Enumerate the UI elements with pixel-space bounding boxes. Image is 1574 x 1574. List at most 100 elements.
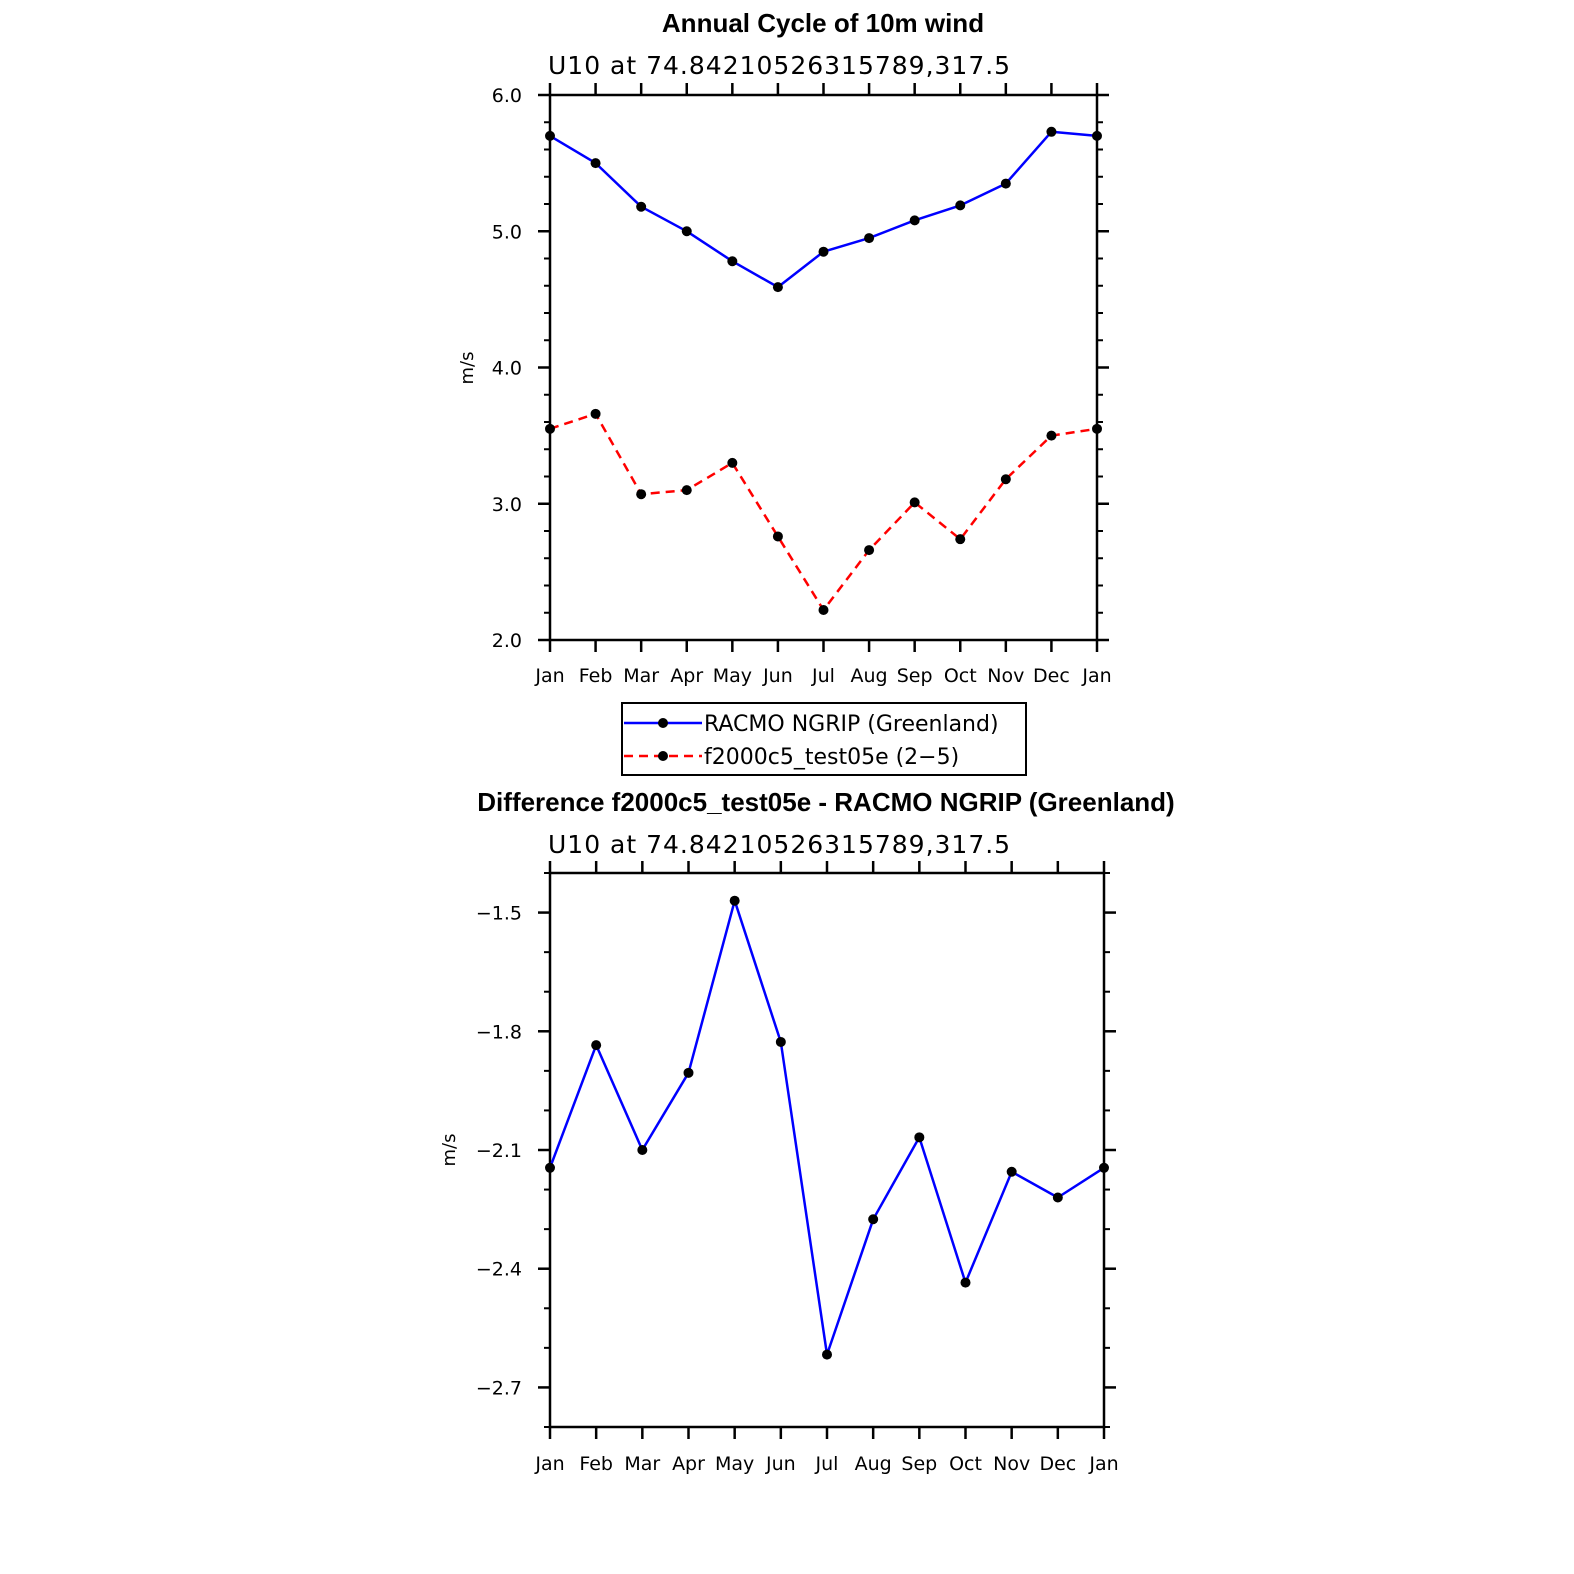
series-lines: [545, 895, 1109, 1360]
x-tick-label: Sep: [901, 1453, 937, 1475]
data-point: [909, 497, 920, 508]
x-tick-label: Feb: [579, 1453, 613, 1475]
data-point: [868, 1214, 879, 1225]
tick-labels: Jan Feb Mar Apr May Jun Jul Aug Sep Oct Nov Dec Jan 2…: [492, 85, 1112, 687]
series-line-0: [549, 130, 1098, 289]
data-point: [681, 485, 692, 496]
legend: RACMO NGRIP (Greenland) f2000c5_test05e …: [621, 702, 1027, 776]
y-tick-label: −1.5: [476, 903, 522, 925]
x-tick-label: May: [715, 1453, 754, 1475]
chart-title: Annual Cycle of 10m wind: [662, 8, 984, 38]
annual-cycle-chart: Annual Cycle of 10m wind U10 at 74.84210…: [457, 8, 1112, 687]
data-point: [545, 1162, 555, 1173]
x-tick-label: Jul: [815, 1453, 839, 1475]
data-point: [914, 1132, 925, 1143]
data-point: [729, 895, 740, 906]
x-tick-label: Jun: [762, 665, 793, 687]
plot-frame: [548, 93, 1099, 642]
x-tick-label: Dec: [1039, 1453, 1076, 1475]
y-tick-label: 2.0: [492, 630, 522, 652]
data-point: [590, 408, 601, 419]
data-point: [590, 158, 601, 169]
plot-frame: [548, 871, 1106, 1429]
x-tick-label: Jan: [534, 1453, 564, 1475]
data-point: [864, 545, 875, 556]
x-tick-label: Nov: [987, 665, 1024, 687]
data-point: [955, 534, 966, 545]
data-point: [772, 531, 783, 542]
difference-chart: Difference f2000c5_test05e - RACMO NGRIP…: [439, 787, 1175, 1475]
y-tick-label: 4.0: [492, 358, 522, 380]
data-point: [864, 233, 875, 244]
legend-label-f2000c5: f2000c5_test05e (2−5): [704, 745, 959, 770]
y-axis-label: m/s: [457, 352, 478, 385]
data-point: [822, 1349, 832, 1360]
x-tick-label: Jan: [1081, 665, 1111, 687]
y-tick-label: −1.8: [476, 1021, 522, 1043]
data-point: [637, 1145, 648, 1155]
legend-marker-racmo: [658, 718, 668, 728]
plot-area: [538, 861, 1116, 1439]
data-point: [1052, 1192, 1063, 1203]
data-point: [681, 226, 692, 237]
x-tick-label: Aug: [855, 1453, 892, 1475]
chart-title: Difference f2000c5_test05e - RACMO NGRIP…: [477, 787, 1174, 817]
data-point: [727, 457, 738, 468]
plot-area: [538, 83, 1109, 652]
x-tick-label: Apr: [670, 665, 703, 687]
x-tick-label: Jul: [811, 665, 835, 687]
legend-marker-f2000c5: [658, 751, 668, 761]
data-point: [591, 1040, 602, 1051]
y-tick-label: 6.0: [492, 85, 522, 107]
data-point: [1099, 1162, 1109, 1173]
x-tick-label: Oct: [944, 665, 977, 687]
data-point: [955, 200, 966, 211]
chart-subtitle: U10 at 74.84210526315789,317.5: [548, 51, 1011, 80]
data-point: [909, 215, 920, 226]
x-tick-label: Mar: [624, 1453, 660, 1475]
data-point: [545, 423, 555, 434]
legend-label-racmo: RACMO NGRIP (Greenland): [704, 712, 999, 737]
y-tick-label: −2.1: [476, 1140, 522, 1162]
data-point: [1000, 178, 1011, 189]
y-tick-label: 5.0: [492, 221, 522, 243]
data-point: [772, 282, 783, 293]
series-lines: [545, 126, 1102, 616]
data-point: [636, 489, 647, 500]
x-tick-label: Apr: [672, 1453, 705, 1475]
data-point: [1046, 126, 1057, 137]
x-tick-label: Mar: [623, 665, 659, 687]
data-point: [775, 1036, 786, 1047]
data-point: [636, 201, 647, 212]
data-point: [818, 246, 829, 257]
y-axis-label: m/s: [439, 1134, 460, 1167]
data-point: [1006, 1166, 1017, 1177]
series-line-0: [548, 899, 1105, 1356]
x-tick-label: Nov: [993, 1453, 1030, 1475]
data-point: [545, 130, 555, 141]
x-tick-label: Feb: [579, 665, 613, 687]
data-point: [1000, 474, 1011, 485]
legend-box: [621, 702, 1027, 776]
y-tick-label: 3.0: [492, 494, 522, 516]
x-tick-label: Aug: [851, 665, 888, 687]
x-tick-label: Oct: [949, 1453, 982, 1475]
data-point: [960, 1277, 971, 1288]
y-tick-label: −2.7: [476, 1377, 522, 1399]
x-tick-label: May: [713, 665, 752, 687]
data-point: [683, 1067, 694, 1078]
x-tick-label: Jan: [534, 665, 564, 687]
x-tick-label: Jan: [1088, 1453, 1118, 1475]
tick-labels: Jan Feb Mar Apr May Jun Jul Aug Sep Oct Nov Dec Jan −…: [476, 903, 1119, 1475]
chart-subtitle: U10 at 74.84210526315789,317.5: [548, 830, 1011, 859]
data-point: [1046, 430, 1057, 441]
data-point: [727, 256, 738, 267]
series-line-1: [549, 412, 1098, 612]
x-tick-label: Sep: [897, 665, 933, 687]
data-point: [1092, 130, 1102, 141]
data-point: [818, 605, 829, 616]
data-point: [1092, 423, 1102, 434]
y-tick-label: −2.4: [476, 1259, 522, 1281]
x-tick-label: Dec: [1033, 665, 1070, 687]
